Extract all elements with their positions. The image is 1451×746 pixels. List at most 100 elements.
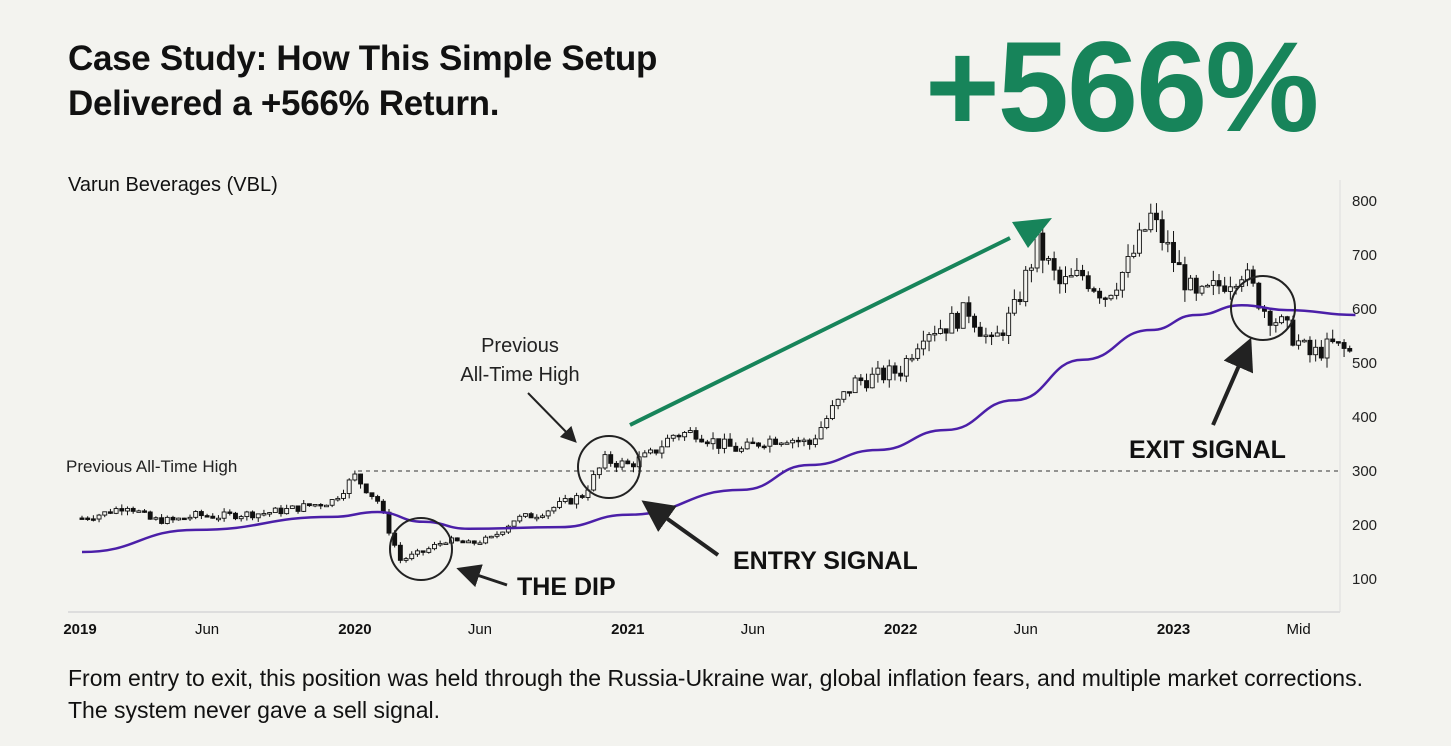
candle bbox=[545, 509, 551, 520]
candle bbox=[699, 434, 705, 443]
candle bbox=[625, 458, 631, 465]
candle bbox=[955, 311, 960, 332]
y-tick-label: 800 bbox=[1352, 193, 1377, 210]
candle bbox=[767, 435, 773, 453]
candle bbox=[1125, 244, 1131, 278]
candle bbox=[920, 330, 926, 356]
candle bbox=[233, 511, 238, 521]
x-tick-label: Mid bbox=[1287, 621, 1311, 638]
candle bbox=[994, 325, 1000, 337]
candle bbox=[221, 508, 227, 522]
previous-high-annotation-line-2: All-Time High bbox=[460, 364, 579, 386]
candle bbox=[358, 473, 364, 489]
candle bbox=[835, 398, 841, 410]
candle bbox=[1330, 329, 1336, 344]
candle bbox=[1136, 222, 1142, 257]
candle bbox=[1023, 266, 1029, 307]
candle bbox=[926, 332, 932, 352]
candle bbox=[665, 434, 671, 448]
candle bbox=[727, 433, 733, 447]
candle bbox=[841, 391, 847, 403]
candle bbox=[568, 497, 574, 505]
candle bbox=[1006, 306, 1012, 345]
candle bbox=[977, 321, 983, 337]
candle bbox=[443, 541, 449, 545]
candle bbox=[983, 327, 989, 344]
candle bbox=[267, 512, 273, 517]
candle bbox=[687, 427, 693, 434]
candle bbox=[613, 461, 619, 473]
headline: Case Study: How This Simple Setup Delive… bbox=[68, 36, 657, 126]
candle bbox=[170, 515, 176, 523]
candle bbox=[676, 433, 682, 441]
candle bbox=[136, 509, 142, 513]
candle bbox=[1102, 296, 1108, 307]
trend-arrow bbox=[629, 218, 1052, 427]
candle bbox=[852, 375, 858, 394]
candle bbox=[602, 450, 608, 471]
candle bbox=[1279, 314, 1284, 325]
candle bbox=[1171, 231, 1176, 273]
x-tick-label: Jun bbox=[468, 621, 492, 638]
candle bbox=[471, 540, 477, 546]
candle bbox=[1068, 268, 1074, 278]
y-tick-label: 200 bbox=[1352, 517, 1377, 534]
candle bbox=[284, 504, 290, 515]
candle bbox=[483, 535, 489, 545]
candle bbox=[204, 513, 210, 518]
candle bbox=[818, 421, 824, 440]
candle bbox=[892, 362, 898, 381]
candle bbox=[500, 531, 506, 537]
exit-highlight-circle bbox=[1230, 275, 1296, 341]
candle bbox=[1227, 276, 1233, 300]
candle bbox=[807, 438, 813, 450]
candle bbox=[250, 510, 256, 521]
candle bbox=[778, 442, 784, 447]
candle bbox=[306, 503, 312, 507]
candle bbox=[1074, 258, 1080, 277]
candle bbox=[318, 503, 324, 510]
candle bbox=[85, 516, 91, 521]
candle bbox=[164, 515, 170, 525]
y-tick-label: 700 bbox=[1352, 247, 1377, 264]
exit-signal-label: EXIT SIGNAL bbox=[1129, 436, 1286, 464]
candle bbox=[710, 432, 716, 450]
candle bbox=[744, 438, 750, 450]
candle bbox=[193, 510, 199, 520]
candle bbox=[1017, 291, 1023, 306]
candle bbox=[466, 539, 472, 544]
candle bbox=[522, 513, 528, 518]
candle bbox=[301, 499, 307, 513]
x-tick-label: 2023 bbox=[1157, 621, 1190, 638]
candle bbox=[1205, 283, 1211, 288]
candle bbox=[397, 542, 403, 564]
moving-average-line bbox=[81, 303, 1356, 554]
candle bbox=[312, 504, 318, 508]
candle bbox=[147, 510, 153, 520]
candle bbox=[790, 438, 796, 449]
candle bbox=[261, 509, 267, 517]
candle bbox=[1296, 334, 1302, 350]
candle bbox=[176, 517, 182, 521]
candle bbox=[227, 509, 233, 516]
candle bbox=[1131, 244, 1137, 259]
candle bbox=[517, 514, 523, 524]
candle bbox=[847, 391, 852, 397]
candle bbox=[1091, 286, 1097, 294]
candle bbox=[829, 400, 835, 421]
candle bbox=[1034, 232, 1040, 273]
headline-line-1: Case Study: How This Simple Setup bbox=[68, 39, 658, 78]
candle bbox=[437, 540, 443, 547]
candle bbox=[608, 451, 614, 467]
candle bbox=[119, 504, 125, 516]
chart-title: Varun Beverages (VBL) bbox=[68, 174, 278, 196]
candle bbox=[511, 520, 517, 527]
candle bbox=[949, 306, 955, 334]
candle bbox=[682, 430, 688, 441]
candle bbox=[1318, 340, 1324, 361]
candle bbox=[1307, 336, 1313, 363]
candle bbox=[1108, 294, 1114, 301]
candle bbox=[375, 494, 381, 504]
candle bbox=[591, 470, 597, 492]
